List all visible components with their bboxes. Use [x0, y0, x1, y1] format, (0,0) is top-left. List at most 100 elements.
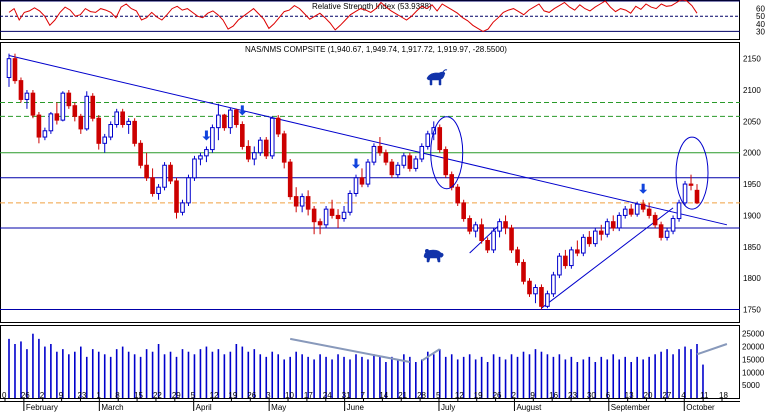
candle-body [234, 109, 239, 126]
candle [156, 184, 161, 200]
candle [168, 162, 173, 185]
date-tick-label: 5 [191, 391, 196, 400]
candle [287, 158, 293, 200]
candle [473, 221, 478, 238]
candle [204, 146, 209, 163]
candle [78, 113, 84, 134]
candle-body [395, 164, 401, 176]
candle [60, 91, 66, 122]
candle [389, 158, 395, 178]
candle-body [676, 202, 682, 220]
candle [335, 209, 341, 228]
candle-body [186, 177, 191, 204]
month-label: February [26, 403, 58, 412]
date-tick-label: 20 [644, 391, 653, 400]
candle [581, 234, 586, 257]
candle-body [72, 105, 78, 117]
candle [132, 118, 137, 147]
candle [557, 253, 562, 279]
candle-body [323, 208, 329, 226]
candle [329, 199, 335, 219]
candle [371, 143, 377, 166]
candle-body [102, 136, 108, 144]
price-tick-label: 2100 [743, 86, 761, 95]
candle [174, 177, 179, 219]
candle-body [222, 114, 227, 129]
date-tick-label: 24 [323, 391, 332, 400]
candle-body [168, 164, 173, 182]
candle [401, 152, 407, 169]
candle-body [640, 203, 646, 210]
date-tick-label: 23 [568, 391, 577, 400]
candle-body [419, 145, 425, 160]
candle-body [622, 208, 628, 216]
candle [24, 90, 30, 109]
volume-tick-label: 5000 [742, 381, 760, 390]
candle-body [156, 186, 161, 194]
candle-body [455, 186, 460, 204]
rsi-panel-frame [0, 0, 740, 40]
candle [598, 224, 604, 241]
price-tick-label: 1900 [743, 211, 761, 220]
candle [527, 278, 532, 297]
candle [443, 146, 449, 178]
candle-body [204, 149, 209, 157]
date-tick-label: 23 [77, 391, 86, 400]
rsi-title: Relative Strength Index (53.9388) [312, 2, 432, 11]
date-tick-label: 21 [398, 391, 407, 400]
candle-body [401, 155, 407, 166]
volume-panel-frame [0, 325, 740, 399]
candle [503, 215, 508, 235]
candle-body [246, 145, 251, 160]
candle-body [305, 196, 311, 210]
rsi-tick-label: 60 [756, 5, 765, 14]
candle-body [210, 127, 215, 151]
candle-body [96, 117, 102, 144]
candle [228, 107, 233, 134]
candle-body [317, 221, 323, 226]
volume-tick-label: 20000 [742, 343, 765, 352]
date-tick-label: 30 [587, 391, 596, 400]
candle-body [587, 236, 592, 245]
price-title: NAS/NMS COMPSITE (1,940.67, 1,949.74, 1,… [245, 45, 507, 54]
volume-trendline-1 [421, 348, 441, 362]
price-tick-label: 1800 [743, 274, 761, 283]
candle-body [144, 164, 149, 179]
date-tick-label: 6 [606, 391, 611, 400]
candle-body [275, 117, 281, 135]
price-trendline-2 [469, 224, 500, 254]
candle [491, 227, 496, 254]
candle-body [581, 236, 586, 254]
highlight-ellipse [430, 116, 464, 190]
candle [36, 111, 42, 144]
candle [437, 124, 443, 153]
candle [84, 91, 90, 131]
candle [652, 212, 658, 228]
candle [676, 199, 682, 222]
candle [257, 137, 263, 156]
date-tick-label: 31 [342, 391, 351, 400]
candle [246, 140, 251, 163]
rsi-series-line [8, 0, 698, 32]
candle [682, 180, 688, 207]
candle [569, 246, 574, 269]
volume-tick-label: 10000 [742, 368, 765, 377]
candle [138, 140, 143, 169]
candle-body [551, 274, 556, 295]
candle-body [66, 92, 72, 107]
candle-body [281, 133, 287, 163]
candle-body [413, 158, 419, 169]
volume-tick-label: 25000 [742, 330, 765, 339]
candle [563, 249, 568, 269]
candle-body [299, 196, 305, 207]
candle-body [539, 287, 544, 307]
candle-body [36, 114, 42, 138]
price-tick-label: 2050 [743, 117, 761, 126]
candle [551, 271, 556, 297]
date-tick-label: 2 [511, 391, 516, 400]
candle [90, 93, 96, 122]
date-tick-label: 26 [493, 391, 502, 400]
date-tick-label: 19 [228, 391, 237, 400]
candle-body [42, 130, 48, 138]
